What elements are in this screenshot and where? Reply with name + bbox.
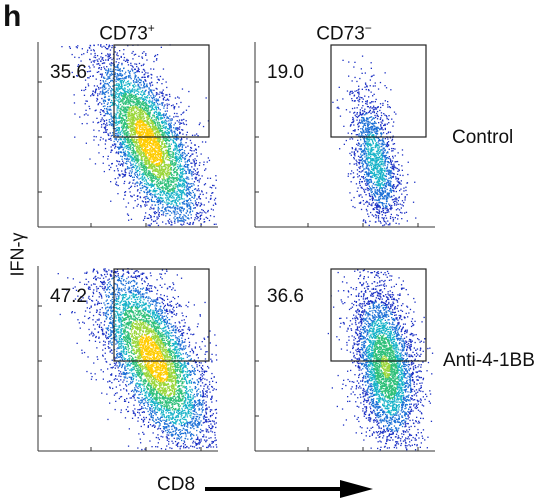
column-title-sup: − [365, 21, 372, 35]
x-axis-arrow [205, 478, 375, 500]
panel-letter: h [3, 2, 21, 32]
row-label-control: Control [452, 128, 513, 148]
gate-percentage: 36.6 [267, 286, 304, 308]
gate-percentage: 35.6 [50, 62, 87, 84]
column-title-sup: + [148, 21, 155, 35]
y-axis-label: IFN-γ [8, 225, 29, 285]
x-axis-label: CD8 [157, 474, 195, 496]
plot-cd73neg-control: 19.0 [253, 42, 435, 229]
gate-percentage: 19.0 [267, 62, 304, 84]
column-title-cd73-negative: CD73− [254, 18, 434, 44]
plot-cd73neg-anti-4-1bb: 36.6 [253, 266, 435, 453]
column-title-cd73-positive: CD73+ [37, 18, 217, 44]
gate-percentage: 47.2 [50, 286, 87, 308]
row-label-anti-4-1bb: Anti-4-1BB [443, 351, 535, 371]
event-dots [328, 269, 434, 450]
plot-cd73pos-anti-4-1bb: 47.2 [36, 266, 218, 453]
plot-cd73pos-control: 35.6 [36, 42, 218, 229]
event-dots [332, 56, 416, 227]
